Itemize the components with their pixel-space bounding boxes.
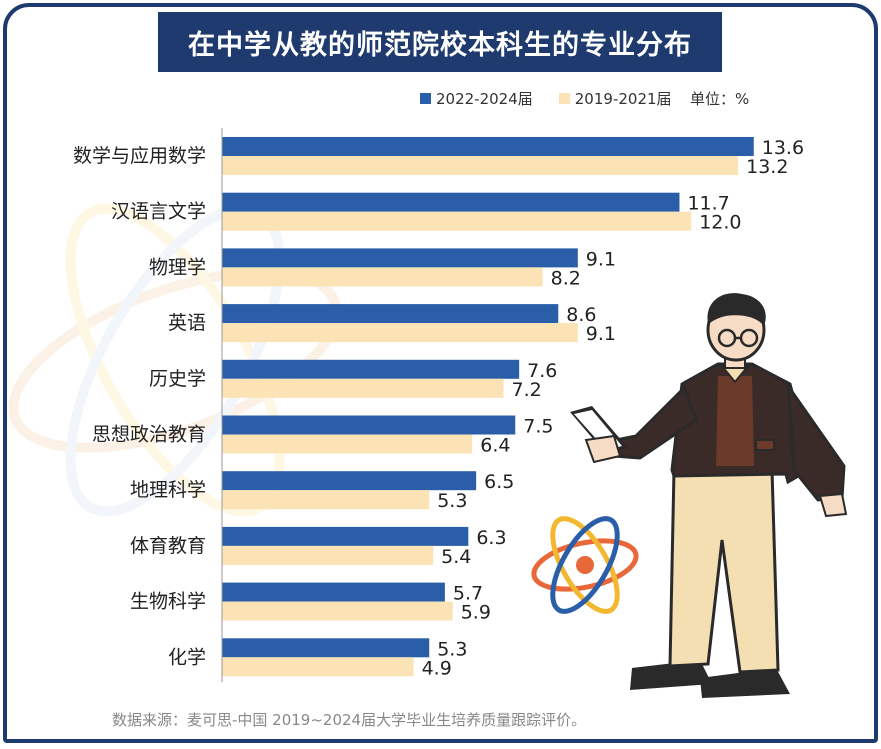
unit-label: 单位：%	[690, 90, 750, 108]
bar-2022-2024	[222, 248, 578, 268]
source-note: 数据来源：麦可思-中国 2019~2024届大学毕业生培养质量跟踪评价。	[112, 711, 587, 729]
value-label-2019-2021: 5.4	[441, 546, 471, 568]
category-label: 地理科学	[130, 479, 206, 501]
legend-swatch-2022-2024	[420, 93, 431, 104]
category-label: 思想政治教育	[92, 424, 206, 446]
bar-2022-2024	[222, 359, 520, 379]
bar-2019-2021	[222, 378, 504, 398]
category-label: 体育教育	[130, 535, 206, 557]
atom-icon	[531, 516, 639, 614]
legend: 2022-2024届 2019-2021届	[420, 88, 698, 109]
bar-2019-2021	[222, 657, 414, 677]
bar-2022-2024	[222, 192, 680, 212]
bar-2022-2024	[222, 471, 477, 491]
value-label-2019-2021: 5.9	[461, 602, 491, 624]
value-label-2022-2024: 5.3	[437, 638, 467, 660]
bar-2022-2024	[222, 415, 516, 435]
bar-2019-2021	[222, 211, 692, 231]
legend-swatch-2019-2021	[558, 93, 570, 104]
value-label-2022-2024: 5.7	[453, 583, 483, 605]
legend-label-2019-2021: 2019-2021届	[574, 90, 672, 108]
value-label-2019-2021: 5.3	[437, 490, 467, 512]
value-label-2019-2021: 13.2	[746, 156, 788, 178]
chart-title: 在中学从教的师范院校本科生的专业分布	[188, 29, 692, 61]
value-label-2022-2024: 8.6	[566, 304, 596, 326]
legend-item-2019-2021: 2019-2021届	[558, 88, 672, 109]
bar-2022-2024	[222, 638, 430, 658]
value-label-2019-2021: 6.4	[480, 435, 510, 457]
bar-2019-2021	[222, 323, 578, 343]
legend-label-2022-2024: 2022-2024届	[436, 90, 533, 108]
value-label-2022-2024: 13.6	[762, 137, 804, 159]
category-label: 英语	[168, 312, 206, 334]
bar-2022-2024	[222, 304, 559, 324]
category-label: 历史学	[149, 368, 206, 390]
bar-2019-2021	[222, 601, 453, 621]
value-label-2022-2024: 9.1	[586, 248, 616, 270]
title-banner: 在中学从教的师范院校本科生的专业分布	[158, 12, 722, 72]
legend-item-2022-2024: 2022-2024届	[420, 88, 533, 109]
bar-2022-2024	[222, 582, 445, 602]
chart-frame	[3, 3, 878, 743]
value-label-2019-2021: 9.1	[586, 323, 616, 345]
category-label: 化学	[168, 646, 206, 668]
category-label: 生物科学	[130, 591, 206, 613]
value-label-2022-2024: 7.6	[527, 360, 557, 382]
value-label-2019-2021: 4.9	[422, 657, 452, 679]
value-label-2022-2024: 11.7	[687, 193, 729, 215]
value-label-2019-2021: 8.2	[551, 267, 581, 289]
value-label-2019-2021: 7.2	[512, 379, 542, 401]
bar-2019-2021	[222, 490, 430, 510]
category-label: 物理学	[149, 256, 206, 278]
category-label: 数学与应用数学	[73, 145, 206, 167]
value-label-2019-2021: 12.0	[699, 212, 741, 234]
teacher-illustration	[570, 293, 848, 698]
bar-2022-2024	[222, 137, 754, 156]
bar-2019-2021	[222, 267, 543, 287]
value-label-2022-2024: 7.5	[523, 416, 553, 438]
value-label-2022-2024: 6.5	[484, 471, 514, 493]
category-label: 汉语言文学	[111, 201, 206, 223]
bar-2019-2021	[222, 434, 473, 454]
bar-2019-2021	[222, 545, 434, 565]
bar-2022-2024	[222, 526, 469, 546]
bar-2019-2021	[222, 156, 739, 175]
value-label-2022-2024: 6.3	[476, 527, 506, 549]
